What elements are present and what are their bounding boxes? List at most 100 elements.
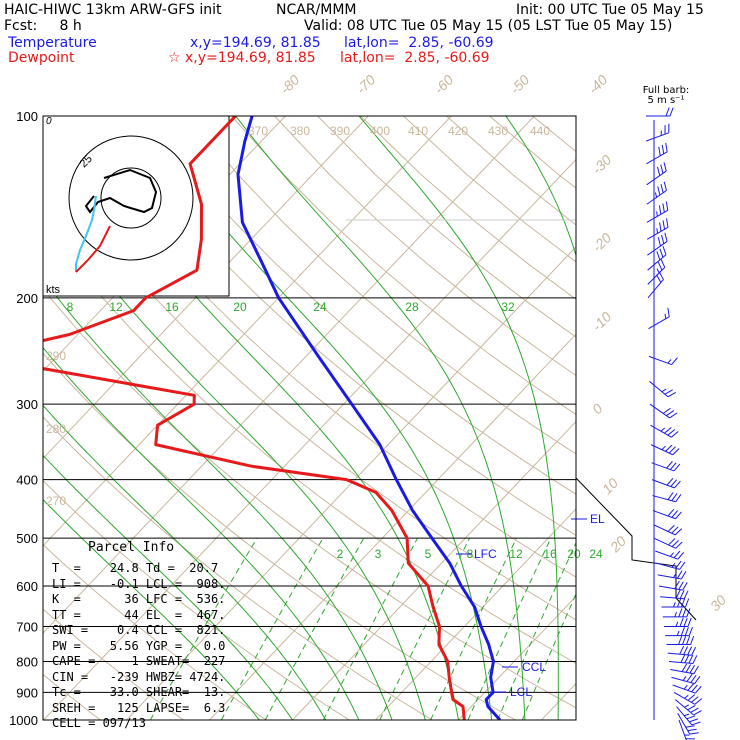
wind-barb-flag xyxy=(684,627,689,636)
wind-barb-flag xyxy=(667,307,670,317)
wind-barb-flag xyxy=(667,492,674,500)
wind-barb-flag xyxy=(691,721,701,726)
moist-adiabat xyxy=(43,404,327,720)
wind-barb-flag xyxy=(684,654,690,664)
wind-barb-flag xyxy=(661,388,667,393)
wind-barb-flag xyxy=(657,186,661,196)
wind-barb-flag xyxy=(662,220,666,230)
isobars xyxy=(43,219,697,693)
wind-barb-flag xyxy=(657,261,663,271)
wind-barb-flag xyxy=(689,732,699,735)
wind-barb-flag xyxy=(691,646,697,656)
parcel-info-row: CELL = 097/13 xyxy=(52,716,146,730)
wind-barb-flag xyxy=(658,146,661,156)
dry-adiabat xyxy=(575,116,576,118)
wind-barb-flag xyxy=(677,552,685,560)
wind-barb-flag xyxy=(687,694,696,701)
model-title: HAIC-HIWC 13km ARW-GFS init xyxy=(4,2,222,18)
plot-border xyxy=(42,115,577,721)
forecast-hour: Fcst: 8 h xyxy=(4,18,82,34)
wind-barb-flag xyxy=(685,664,692,673)
wind-barb-flag xyxy=(683,617,688,627)
wind-barb-flag xyxy=(685,725,695,728)
isotherm-label: -10 xyxy=(589,308,615,334)
theta-label: 430 xyxy=(488,124,508,138)
wind-barb-flag xyxy=(676,630,680,636)
wind-barb-flag xyxy=(667,359,672,364)
moist-adiabat xyxy=(505,116,576,258)
wind-barb-flag xyxy=(678,608,683,618)
wind-barb-flag xyxy=(682,608,687,618)
pressure-tick-label: 1000 xyxy=(9,713,38,728)
wind-barb-flag xyxy=(694,698,703,705)
wind-barb-flag xyxy=(687,683,695,691)
wind-barb-flag xyxy=(664,427,672,434)
mixing-ratio-label: 32 xyxy=(501,300,515,314)
mixing-ratio-label: 16 xyxy=(165,300,179,314)
wind-barb-flag xyxy=(671,357,678,365)
isotherm-label: 10 xyxy=(599,475,621,497)
wind-barb-flag xyxy=(657,166,661,176)
dewpoint-legend: Dewpoint xyxy=(8,50,75,66)
mixing-ratio-line xyxy=(264,537,365,720)
wind-barb-flag xyxy=(686,635,691,645)
isotherms xyxy=(43,116,576,720)
moist-adiabat xyxy=(137,116,493,720)
wind-barb-flag xyxy=(686,673,693,682)
wind-barb-flag xyxy=(682,582,688,591)
pressure-tick-label: 200 xyxy=(16,291,38,306)
hodograph-trace-surface xyxy=(75,225,111,273)
theta-label: 440 xyxy=(530,124,550,138)
wind-barb-flag xyxy=(664,389,673,395)
hodograph-trace-low xyxy=(75,195,97,272)
dry-adiabat xyxy=(43,479,350,720)
wind-barb-flag xyxy=(678,581,684,590)
wind-barb-flag xyxy=(675,589,681,599)
wind-barb-flag xyxy=(680,654,686,663)
wind-barb-flag xyxy=(664,232,668,242)
wind-barb xyxy=(671,676,695,685)
dry-adiabat xyxy=(43,673,101,720)
wind-barb-flag xyxy=(663,162,667,172)
level-marker-label: LCL xyxy=(510,685,532,699)
dewpoint-profile xyxy=(43,116,466,720)
isotherm-label: 30 xyxy=(707,592,729,614)
wind-barb-flag xyxy=(665,107,670,117)
theta-label: 290 xyxy=(46,349,66,363)
dry-adiabat xyxy=(59,116,576,578)
mixing-ratio-label: 24 xyxy=(589,547,603,561)
dry-adiabat xyxy=(231,116,576,415)
wind-barb xyxy=(656,562,680,570)
wind-barb-flag xyxy=(672,448,680,456)
wind-barb-flag xyxy=(686,608,691,618)
isotherm-line xyxy=(209,333,576,720)
wind-barb-flag xyxy=(668,538,676,546)
mixing-ratio-label: 20 xyxy=(567,547,581,561)
wind-barb-flag xyxy=(691,696,699,703)
wind-barb-flag xyxy=(675,621,679,627)
wind-barb-flag xyxy=(679,561,686,570)
parcel-info-row: SWI = 0.4 CCL = 821. xyxy=(52,623,226,637)
mixing-ratio-line xyxy=(149,537,258,720)
wind-barb-flag xyxy=(693,665,699,674)
wind-barb-flag xyxy=(685,598,690,608)
wind-barb-flag xyxy=(683,646,689,655)
wind-barb-flag xyxy=(659,248,664,258)
dry-adiabat xyxy=(43,608,184,720)
wind-barb-flag xyxy=(681,598,686,608)
wind-barb-flag xyxy=(671,526,679,534)
dry-adiabat xyxy=(446,116,576,226)
wind-barb-flag xyxy=(656,251,661,261)
isotherm-line xyxy=(43,116,452,547)
wind-barb-flag xyxy=(670,431,679,438)
hodograph-trace xyxy=(84,168,158,214)
pressure-tick-label: 100 xyxy=(16,109,38,124)
wind-barb xyxy=(652,495,676,503)
wind-barb-flag xyxy=(674,480,681,489)
mixing-ratio-line xyxy=(322,537,418,720)
mixing-ratio-label: 5 xyxy=(425,547,432,561)
wind-barb-flag xyxy=(666,410,675,417)
pressure-tick-label: 600 xyxy=(16,579,38,594)
wind-barb-flag xyxy=(679,617,684,627)
wind-barb-flag xyxy=(660,164,664,174)
